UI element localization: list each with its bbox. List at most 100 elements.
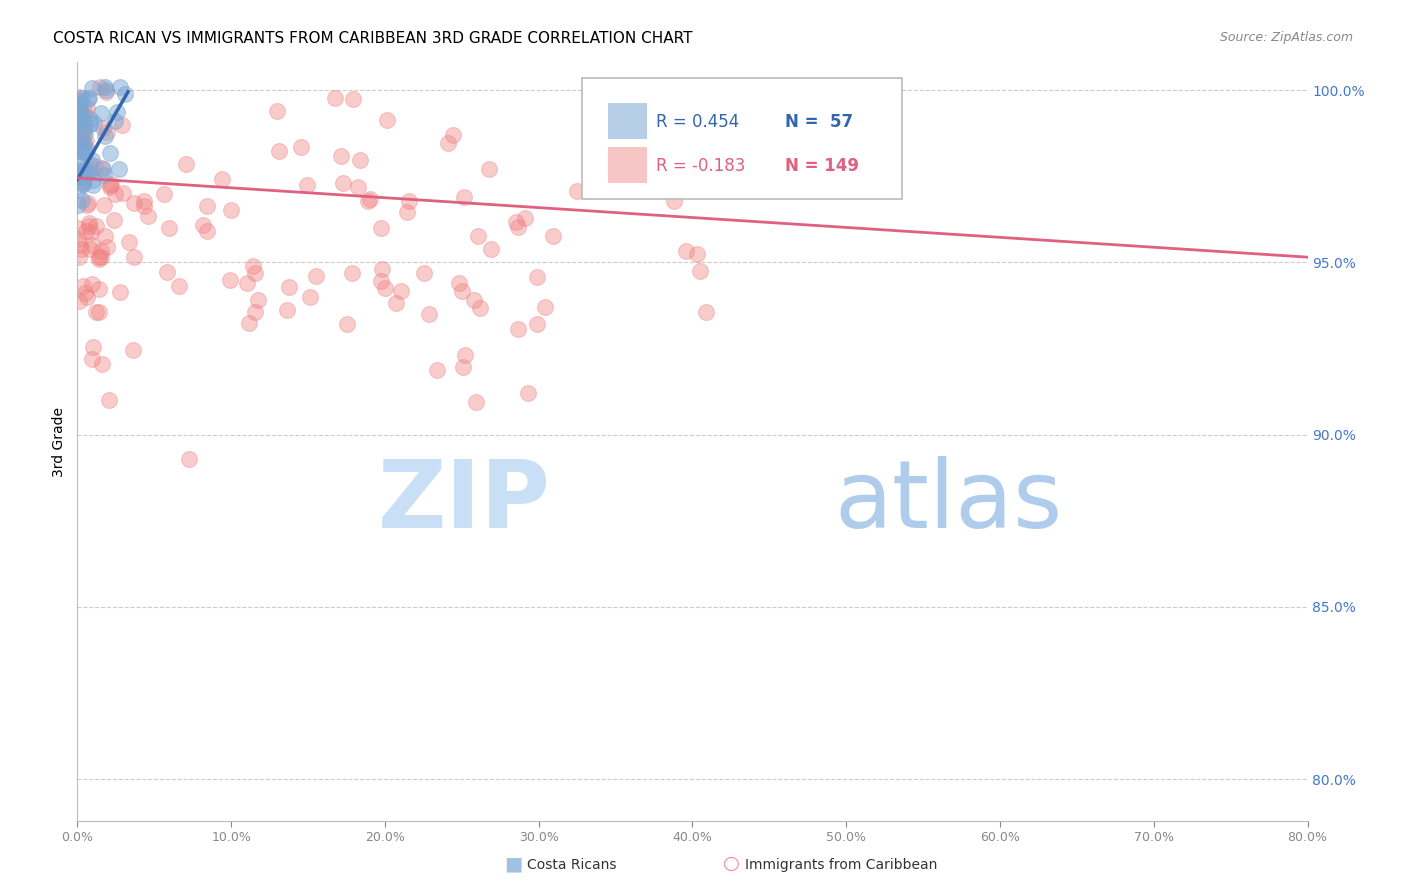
Point: [66, 198, 89, 212]
FancyBboxPatch shape: [607, 103, 647, 139]
Point: [447, 277, 470, 291]
Point: [103, 212, 125, 227]
Point: [72, 146, 94, 161]
Point: [114, 87, 136, 101]
Point: [69, 237, 91, 252]
Point: [89, 305, 111, 319]
Point: [477, 162, 499, 177]
Point: [90, 250, 112, 264]
Text: R = 0.454: R = 0.454: [655, 112, 738, 130]
Point: [75, 224, 97, 238]
FancyBboxPatch shape: [582, 78, 901, 199]
Point: [389, 284, 412, 298]
Point: [436, 136, 458, 151]
Point: [69, 96, 91, 111]
Text: Immigrants from Caribbean: Immigrants from Caribbean: [745, 858, 938, 872]
Point: [219, 272, 242, 286]
Point: [104, 187, 127, 202]
Point: [79, 112, 101, 127]
Point: [70, 110, 93, 124]
Point: [75, 134, 97, 148]
Point: [195, 199, 218, 213]
Point: [70, 125, 93, 139]
Point: [441, 128, 464, 143]
Point: [66, 232, 89, 246]
Point: [132, 194, 155, 209]
Point: [67, 163, 90, 178]
Point: [66, 220, 89, 235]
Point: [67, 89, 90, 103]
Point: [246, 293, 269, 307]
Point: [96, 125, 118, 139]
Point: [96, 239, 118, 253]
Point: [100, 177, 122, 191]
Point: [332, 176, 354, 190]
Point: [174, 157, 197, 171]
Point: [82, 340, 104, 354]
Point: [69, 112, 91, 127]
Point: [70, 169, 93, 184]
Point: [91, 357, 114, 371]
Point: [72, 162, 94, 177]
Point: [662, 194, 685, 209]
Point: [67, 123, 90, 137]
Point: [295, 178, 318, 192]
Point: [80, 153, 103, 168]
Point: [398, 194, 420, 208]
Point: [67, 93, 90, 107]
Point: [506, 321, 529, 335]
Point: [76, 197, 98, 211]
Point: [108, 79, 131, 94]
Point: [336, 318, 359, 332]
Point: [79, 242, 101, 256]
Point: [426, 362, 449, 376]
Point: [122, 251, 145, 265]
Text: Source: ZipAtlas.com: Source: ZipAtlas.com: [1219, 31, 1353, 45]
Point: [82, 351, 104, 366]
Point: [79, 219, 101, 233]
Point: [463, 293, 485, 307]
Point: [506, 219, 529, 234]
Point: [98, 145, 121, 160]
Point: [73, 122, 96, 136]
Point: [66, 130, 89, 145]
Text: COSTA RICAN VS IMMIGRANTS FROM CARIBBEAN 3RD GRADE CORRELATION CHART: COSTA RICAN VS IMMIGRANTS FROM CARIBBEAN…: [53, 31, 693, 46]
Point: [375, 112, 398, 127]
Text: ZIP: ZIP: [378, 456, 551, 549]
Point: [347, 180, 370, 194]
Point: [72, 178, 94, 192]
Text: atlas: atlas: [834, 456, 1062, 549]
Point: [136, 209, 159, 223]
Point: [72, 279, 94, 293]
Point: [73, 145, 96, 159]
Point: [266, 103, 288, 118]
Point: [329, 149, 352, 163]
Point: [73, 285, 96, 300]
Point: [90, 106, 112, 120]
Text: ○: ○: [723, 854, 740, 873]
Point: [72, 176, 94, 190]
Point: [69, 122, 91, 136]
Point: [84, 305, 107, 319]
Point: [177, 451, 200, 466]
Point: [195, 224, 218, 238]
Point: [157, 220, 180, 235]
Point: [91, 161, 114, 176]
Point: [93, 128, 115, 143]
Point: [533, 300, 555, 314]
Point: [93, 198, 115, 212]
Point: [72, 122, 94, 136]
Point: [82, 178, 104, 192]
Point: [221, 203, 243, 218]
Point: [211, 172, 233, 186]
Point: [117, 235, 139, 249]
Point: [541, 229, 564, 244]
Point: [467, 229, 489, 244]
Point: [526, 317, 548, 331]
Point: [69, 144, 91, 158]
Point: [70, 141, 93, 155]
Point: [76, 101, 98, 115]
Point: [90, 161, 112, 175]
Point: [193, 218, 215, 232]
Point: [69, 134, 91, 148]
